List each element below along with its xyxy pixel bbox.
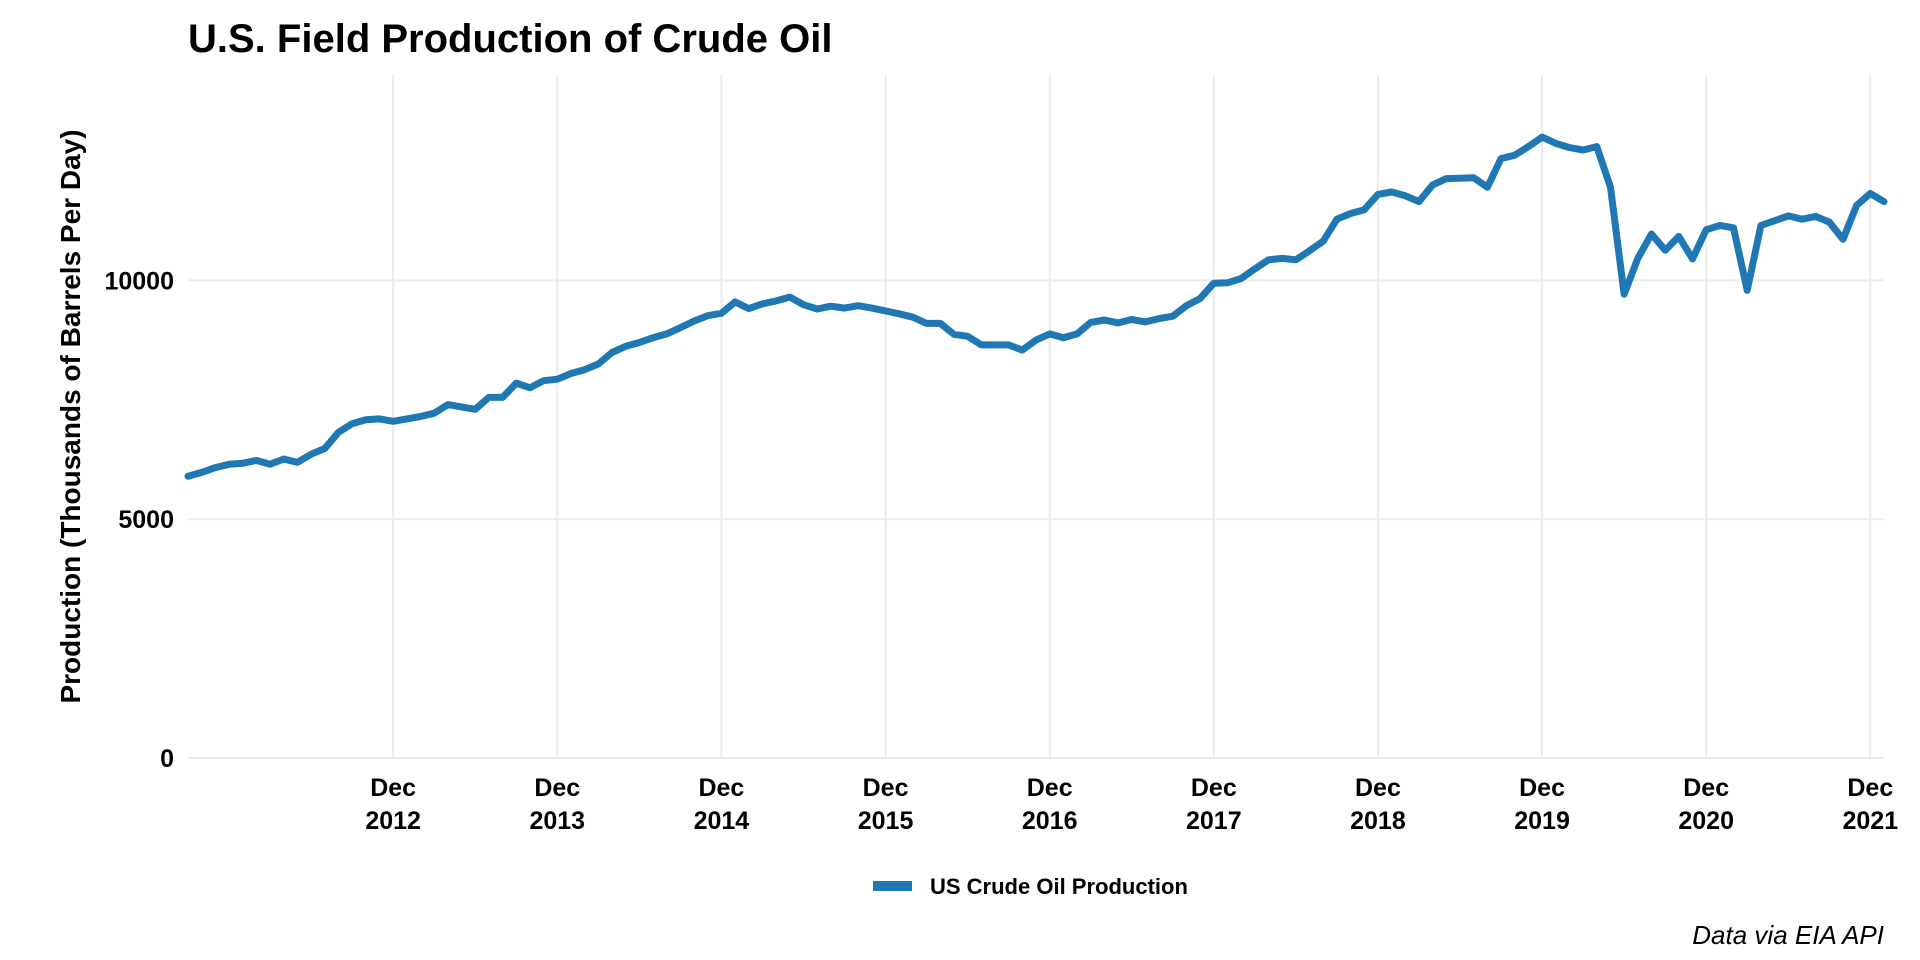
- legend: US Crude Oil Production: [873, 874, 1188, 899]
- x-tick-label: Dec 2014: [694, 774, 750, 835]
- x-tick-month: Dec: [1683, 774, 1729, 802]
- y-axis: 0 5000 10000: [104, 267, 174, 773]
- x-tick-year: 2013: [529, 807, 585, 835]
- x-tick-year: 2017: [1186, 807, 1242, 835]
- x-tick-year: 2014: [694, 807, 750, 835]
- x-tick-month: Dec: [370, 774, 416, 802]
- x-tick-label: Dec 2019: [1514, 774, 1570, 835]
- grid: [188, 75, 1884, 759]
- x-tick-label: Dec 2017: [1186, 774, 1242, 835]
- y-tick-label: 0: [160, 745, 174, 773]
- x-tick-month: Dec: [534, 774, 580, 802]
- x-tick-label: Dec 2016: [1022, 774, 1078, 835]
- x-tick-month: Dec: [863, 774, 909, 802]
- series-line: [184, 133, 1888, 480]
- x-tick-month: Dec: [1519, 774, 1565, 802]
- x-tick-label: Dec 2021: [1843, 774, 1899, 835]
- x-tick-year: 2015: [858, 807, 914, 835]
- x-tick-month: Dec: [1191, 774, 1237, 802]
- x-tick-label: Dec 2012: [365, 774, 421, 835]
- x-tick-month: Dec: [698, 774, 744, 802]
- x-tick-label: Dec 2018: [1350, 774, 1406, 835]
- x-tick-year: 2020: [1678, 807, 1734, 835]
- y-tick-label: 10000: [104, 267, 174, 295]
- x-tick-month: Dec: [1847, 774, 1893, 802]
- x-tick-year: 2021: [1843, 807, 1899, 835]
- x-tick-year: 2016: [1022, 807, 1078, 835]
- x-tick-month: Dec: [1027, 774, 1073, 802]
- x-tick-year: 2019: [1514, 807, 1570, 835]
- x-tick-label: Dec 2015: [858, 774, 914, 835]
- legend-label: US Crude Oil Production: [930, 874, 1188, 899]
- series-lines: [184, 133, 1888, 480]
- x-tick-year: 2012: [365, 807, 421, 835]
- x-tick-year: 2018: [1350, 807, 1406, 835]
- x-tick-label: Dec 2020: [1678, 774, 1734, 835]
- x-tick-month: Dec: [1355, 774, 1401, 802]
- x-tick-label: Dec 2013: [529, 774, 585, 835]
- y-tick-label: 5000: [118, 506, 174, 534]
- y-axis-label: Production (Thousands of Barrels Per Day…: [55, 129, 86, 703]
- x-axis: Dec 2012 Dec 2013 Dec 2014 Dec 2015 Dec 2016 Dec 20…: [365, 774, 1898, 835]
- source-caption: Data via EIA API: [1692, 920, 1884, 950]
- chart-title: U.S. Field Production of Crude Oil: [188, 17, 832, 61]
